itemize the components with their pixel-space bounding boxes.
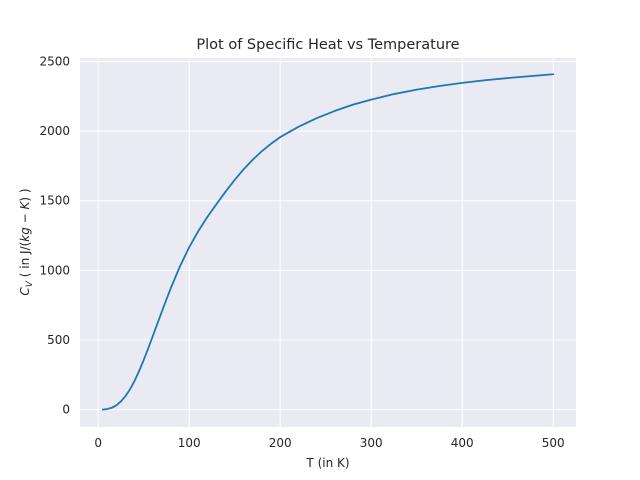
y-tick-label: 2500 <box>39 54 70 68</box>
plot-background <box>80 58 576 427</box>
series-layer <box>101 73 555 411</box>
x-tick-label: 200 <box>269 436 292 450</box>
x-axis-label: T (in K) <box>305 456 349 470</box>
y-tick-label: 1500 <box>39 194 70 208</box>
chart-title: Plot of Specific Heat vs Temperature <box>196 37 459 53</box>
y-axis-label-symbol: C <box>18 287 32 296</box>
y-axis-label-close: ) ) <box>18 188 32 201</box>
y-axis-label-unit: kg − K <box>18 200 32 241</box>
series-line <box>101 73 555 411</box>
y-axis-label-subscript: V <box>25 280 35 287</box>
y-tick-label: 2000 <box>39 124 70 138</box>
y-axis-label: CV ( in J/(kg − K) ) <box>18 188 35 295</box>
x-tick-label: 0 <box>94 436 102 450</box>
x-tick-label: 300 <box>360 436 383 450</box>
x-tick-labels: 0 100 200 300 400 500 <box>94 436 564 450</box>
x-tick-label: 500 <box>542 436 565 450</box>
y-tick-labels: 0 500 1000 1500 2000 2500 <box>39 54 70 416</box>
y-tick-label: 0 <box>62 403 70 417</box>
y-tick-label: 1000 <box>39 263 70 277</box>
y-tick-label: 500 <box>47 333 70 347</box>
grid <box>80 58 576 427</box>
x-tick-label: 400 <box>451 436 474 450</box>
y-axis-label-open: ( in J/( <box>18 242 32 281</box>
x-tick-label: 100 <box>178 436 201 450</box>
